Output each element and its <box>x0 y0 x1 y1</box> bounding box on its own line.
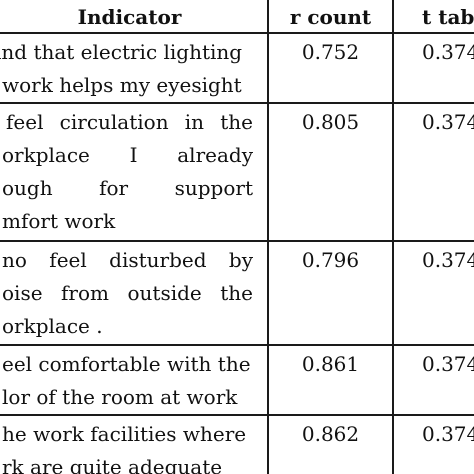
indicator-line: oise from outside the <box>2 281 253 305</box>
header-t-table: t table <box>392 0 474 34</box>
indicator-line: no feel disturbed by <box>2 248 253 272</box>
indicator-line: work helps my eyesight <box>2 73 242 97</box>
indicator-line: lor of the room at work <box>2 385 238 409</box>
indicator-line: he work facilities where I <box>2 422 253 446</box>
indicator-line: rk are quite adequate <box>2 455 223 474</box>
indicator-line: ind that electric lighting <box>0 40 243 64</box>
indicator-line: feel circulation in the <box>6 110 253 134</box>
indicator-line: eel comfortable with the <box>2 352 251 376</box>
table-row: no feel disturbed by oise from outside t… <box>0 240 474 346</box>
indicator-line: ough for support <box>2 176 253 200</box>
r-count-cell: 0.861 <box>267 344 394 416</box>
header-r-count: r count <box>267 0 394 34</box>
table-header-row: Indicator r count t table <box>0 0 474 34</box>
table-row: ind that electric lighting work helps my… <box>0 32 474 104</box>
table-row: feel circulation in the orkplace I alrea… <box>0 102 474 242</box>
t-table-cell: 0.374 <box>392 344 474 416</box>
r-count-cell: 0.805 <box>267 102 394 242</box>
header-indicator: Indicator <box>0 0 269 34</box>
t-table-cell: 0.374 <box>392 240 474 346</box>
r-count-cell: 0.752 <box>267 32 394 104</box>
r-count-cell: 0.862 <box>267 414 394 474</box>
indicator-line: orkplace I already <box>2 143 253 167</box>
indicator-line: mfort work <box>2 209 116 233</box>
t-table-cell: 0.374 <box>392 414 474 474</box>
table-row: eel comfortable with the lor of the room… <box>0 344 474 416</box>
indicator-cell: ind that electric lighting work helps my… <box>0 32 269 104</box>
t-table-cell: 0.374 <box>392 32 474 104</box>
t-table-cell: 0.374 <box>392 102 474 242</box>
indicator-cell: feel circulation in the orkplace I alrea… <box>0 102 269 242</box>
table-row: he work facilities where I rk are quite … <box>0 414 474 474</box>
indicator-line: orkplace . <box>2 314 103 338</box>
r-count-cell: 0.796 <box>267 240 394 346</box>
indicator-cell: eel comfortable with the lor of the room… <box>0 344 269 416</box>
indicator-cell: he work facilities where I rk are quite … <box>0 414 269 474</box>
indicator-cell: no feel disturbed by oise from outside t… <box>0 240 269 346</box>
